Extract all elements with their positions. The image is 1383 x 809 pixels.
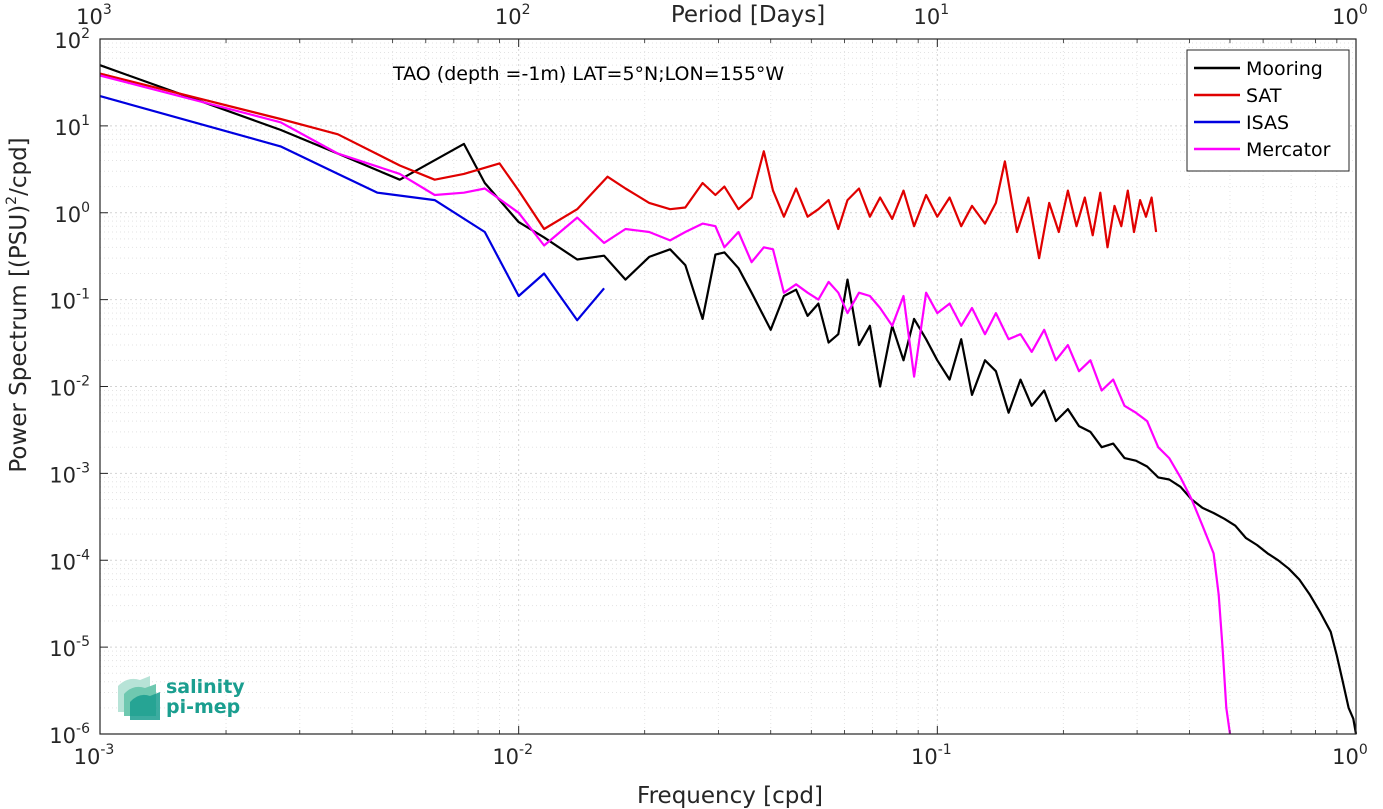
y-tick-label: 10-3 [49,460,90,487]
x-tick-label: 10-2 [492,742,533,769]
x-tick-label: 10-3 [74,742,115,769]
grid [99,39,1356,735]
annotation: TAO (depth =-1m) LAT=5°N;LON=155°W [392,63,784,85]
y-tick-label: 102 [54,26,90,53]
x-axis-label: Frequency [cpd] [637,783,823,809]
y-tick-label: 10-4 [49,547,90,574]
y-tick-label: 100 [54,200,90,227]
series-lines [99,64,1358,735]
x2-tick-label: 102 [495,2,531,29]
logo-line1: salinity [166,676,245,698]
x2-tick-label: 100 [1332,2,1368,29]
legend-label-isas: ISAS [1246,112,1289,134]
series-line-isas [99,95,605,322]
x2-tick-label: 103 [76,2,112,29]
series-line-sat [99,72,1158,260]
x-tick-label: 100 [1332,742,1368,769]
y-axis-label: Power Spectrum [(PSU)2/cpd] [4,137,32,472]
y-tick-label: 10-5 [49,634,90,661]
legend-label-sat: SAT [1246,85,1282,107]
legend-label-mooring: Mooring [1246,58,1323,80]
logo-line2: pi-mep [166,696,240,718]
logo-icon-front [130,692,160,720]
legend-box [1186,49,1350,172]
legend: Mooring SAT ISAS Mercator [1186,49,1350,172]
salinity-pi-mep-logo: salinity pi-mep [118,676,245,720]
legend-label-mercator: Mercator [1246,139,1331,161]
x-tick-label: 10-1 [911,742,952,769]
y-tick-label: 10-1 [49,287,90,314]
series-line-mooring [99,64,1358,735]
series-line-mercator [99,74,1232,735]
x2-tick-label: 101 [914,2,950,29]
y-tick-label: 10-2 [49,374,90,401]
y-tick-label: 101 [54,113,90,140]
x2-axis-label: Period [Days] [671,2,825,28]
y-tick-label: 10-6 [49,721,90,748]
